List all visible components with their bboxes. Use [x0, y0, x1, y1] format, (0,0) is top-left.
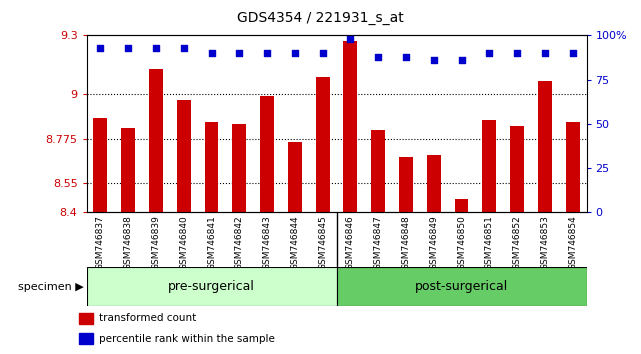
Point — [96, 45, 106, 51]
Text: GSM746849: GSM746849 — [429, 215, 438, 270]
Bar — [260, 96, 274, 212]
Point — [179, 45, 189, 51]
Bar — [510, 126, 524, 212]
Bar — [79, 313, 93, 324]
Bar — [177, 100, 191, 212]
Text: GSM746850: GSM746850 — [457, 215, 466, 270]
Point — [540, 50, 550, 56]
Bar — [427, 155, 440, 212]
Bar — [149, 69, 163, 212]
Bar — [399, 157, 413, 212]
Text: GSM746851: GSM746851 — [485, 215, 494, 270]
Bar — [121, 128, 135, 212]
Bar — [344, 41, 358, 212]
Text: specimen ▶: specimen ▶ — [17, 282, 83, 292]
Point — [290, 50, 300, 56]
Bar — [87, 267, 337, 306]
Text: GSM746845: GSM746845 — [318, 215, 327, 270]
Bar — [482, 120, 496, 212]
Point — [484, 50, 494, 56]
Point — [234, 50, 244, 56]
Text: GSM746843: GSM746843 — [263, 215, 272, 270]
Point — [123, 45, 133, 51]
Bar — [288, 142, 302, 212]
Text: GSM746847: GSM746847 — [374, 215, 383, 270]
Point — [401, 54, 411, 59]
Bar — [315, 77, 329, 212]
Bar — [371, 130, 385, 212]
Text: pre-surgerical: pre-surgerical — [168, 280, 255, 293]
Text: GSM746838: GSM746838 — [124, 215, 133, 270]
Bar — [79, 333, 93, 344]
Point — [567, 50, 578, 56]
Text: GSM746839: GSM746839 — [151, 215, 160, 270]
Point — [262, 50, 272, 56]
Bar — [565, 122, 579, 212]
Point — [206, 50, 217, 56]
Text: GSM746844: GSM746844 — [290, 215, 299, 270]
Bar — [337, 267, 587, 306]
Bar — [204, 122, 219, 212]
Bar — [233, 124, 246, 212]
Text: GSM746848: GSM746848 — [401, 215, 410, 270]
Text: GSM746842: GSM746842 — [235, 215, 244, 270]
Point — [317, 50, 328, 56]
Point — [512, 50, 522, 56]
Bar — [538, 81, 552, 212]
Text: GDS4354 / 221931_s_at: GDS4354 / 221931_s_at — [237, 11, 404, 25]
Text: GSM746837: GSM746837 — [96, 215, 105, 270]
Point — [456, 57, 467, 63]
Bar — [454, 199, 469, 212]
Text: GSM746852: GSM746852 — [513, 215, 522, 270]
Point — [373, 54, 383, 59]
Text: GSM746854: GSM746854 — [568, 215, 577, 270]
Text: GSM746853: GSM746853 — [540, 215, 549, 270]
Text: post-surgerical: post-surgerical — [415, 280, 508, 293]
Point — [151, 45, 161, 51]
Text: GSM746846: GSM746846 — [346, 215, 355, 270]
Text: percentile rank within the sample: percentile rank within the sample — [99, 334, 275, 344]
Bar — [94, 118, 108, 212]
Text: GSM746841: GSM746841 — [207, 215, 216, 270]
Text: transformed count: transformed count — [99, 313, 197, 323]
Point — [429, 57, 439, 63]
Text: GSM746840: GSM746840 — [179, 215, 188, 270]
Point — [345, 36, 356, 42]
